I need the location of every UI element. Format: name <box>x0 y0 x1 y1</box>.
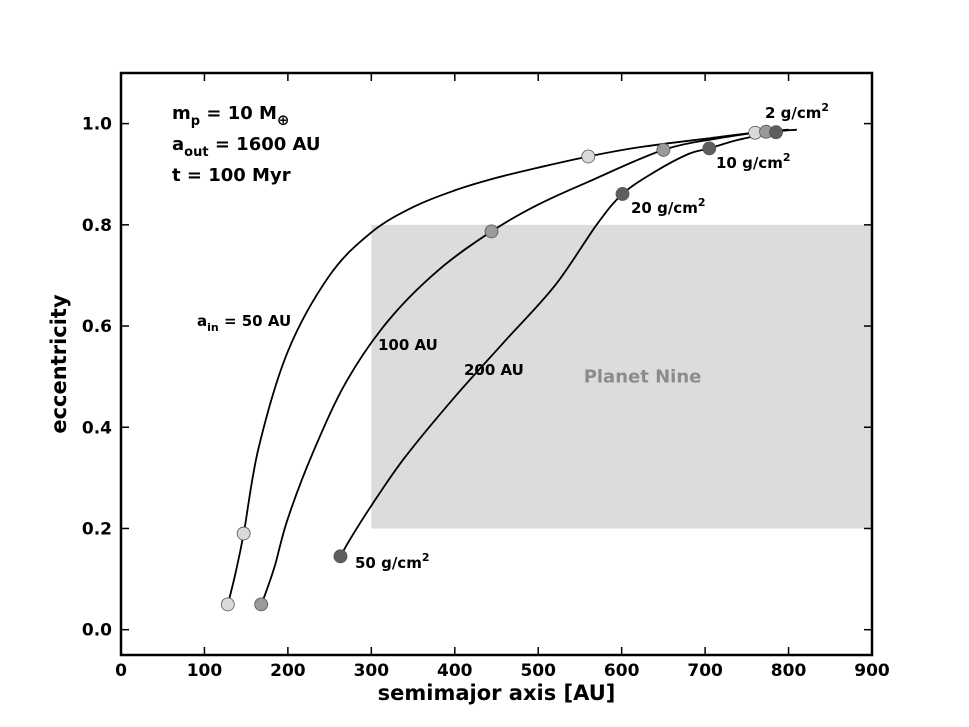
x-axis-ticks: 0 100 200 300 400 500 600 700 800 900 <box>115 73 890 681</box>
sd-label-10: 10 g/cm2 <box>716 151 791 172</box>
x-tick-label: 800 <box>771 661 807 681</box>
x-tick-label: 500 <box>520 661 556 681</box>
data-point-2 <box>581 149 596 164</box>
y-tick-label: 0.4 <box>82 418 112 438</box>
y-axis-ticks: 0.0 0.2 0.4 0.6 0.8 1.0 <box>82 115 872 641</box>
sd-label-2: 2 g/cm2 <box>765 101 829 122</box>
data-point-10 <box>702 141 717 156</box>
data-point-6 <box>656 143 671 157</box>
sd-label-50: 50 g/cm2 <box>355 551 430 572</box>
planet-nine-label: Planet Nine <box>584 367 702 388</box>
data-point-4 <box>254 597 269 612</box>
markers-group <box>220 124 783 612</box>
x-tick-label: 0 <box>115 661 127 681</box>
param-aout: aout = 1600 AU <box>172 134 321 160</box>
y-tick-label: 0.8 <box>82 216 112 236</box>
plot-frame <box>119 71 874 657</box>
series-label-50au: ain = 50 AU <box>197 312 291 334</box>
data-point-9 <box>615 187 630 201</box>
series-line-2 <box>339 128 789 557</box>
y-tick-label: 0.0 <box>82 621 112 641</box>
data-point-0 <box>220 597 235 612</box>
x-tick-label: 900 <box>854 661 890 681</box>
sd-label-20: 20 g/cm2 <box>631 196 706 217</box>
param-time: t = 100 Myr <box>172 165 291 186</box>
data-point-1 <box>236 526 251 541</box>
y-tick-label: 0.2 <box>82 519 112 539</box>
series-line-1 <box>260 128 789 605</box>
data-point-8 <box>333 549 348 564</box>
x-tick-label: 400 <box>437 661 473 681</box>
data-point-11 <box>769 125 783 140</box>
y-tick-label: 1.0 <box>82 115 112 135</box>
x-tick-label: 100 <box>187 661 223 681</box>
y-axis-title: eccentricity <box>47 294 71 434</box>
x-tick-label: 200 <box>270 661 306 681</box>
data-point-5 <box>484 224 499 239</box>
y-tick-label: 0.6 <box>82 317 112 337</box>
series-label-200au: 200 AU <box>464 361 524 379</box>
x-axis-title: semimajor axis [AU] <box>378 681 616 705</box>
x-tick-label: 700 <box>687 661 723 681</box>
planet-nine-region <box>371 224 872 529</box>
series-label-100au: 100 AU <box>378 336 438 354</box>
x-tick-label: 300 <box>354 661 390 681</box>
x-tick-label: 600 <box>604 661 640 681</box>
param-mass: mp = 10 M⊕ <box>172 103 290 129</box>
